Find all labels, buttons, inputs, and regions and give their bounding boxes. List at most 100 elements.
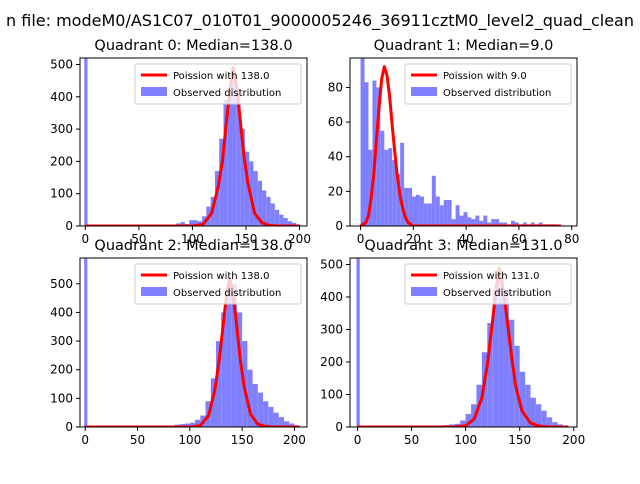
panel-quadrant-1: 0 20 40 60 80 0 20 40 60 80 Quadrant 1: Median=9.0… <box>328 38 580 246</box>
histogram-bar <box>498 274 504 427</box>
histogram-bar <box>525 384 531 427</box>
x-tick-label: 150 <box>508 433 531 447</box>
histogram-bar <box>278 416 284 427</box>
y-tick-label: 400 <box>320 290 343 304</box>
histogram-bar <box>388 148 393 226</box>
histogram-bar <box>487 222 492 226</box>
histogram-bar <box>268 406 274 427</box>
histogram-bar <box>214 171 220 226</box>
histogram-bar <box>511 220 515 226</box>
x-tick-label: 50 <box>130 433 145 447</box>
histogram-bar <box>503 290 509 427</box>
histogram-bar <box>503 222 508 226</box>
histogram-bar <box>465 414 472 427</box>
histogram-bar <box>223 100 228 226</box>
histogram-bar <box>423 203 428 226</box>
figure-suptitle: n file: modeM0/AS1C07_010T01_9000005246_… <box>6 11 634 31</box>
legend: Poission with 138.0 Observed distribution <box>134 263 302 305</box>
x-tick-label: 200 <box>562 433 585 447</box>
y-tick-label: 60 <box>328 115 343 129</box>
legend-curve-label: Poission with 138.0 <box>173 71 269 82</box>
legend-box <box>404 263 572 305</box>
histogram-bar <box>495 219 500 226</box>
histogram-bar <box>257 180 263 226</box>
histogram-bar <box>221 312 227 427</box>
histogram-bar <box>210 378 216 427</box>
histogram-bar <box>471 404 477 427</box>
y-tick-label: 300 <box>50 334 73 348</box>
histogram-bar <box>232 74 237 226</box>
y-tick-label: 500 <box>50 277 73 291</box>
x-tick-label: 80 <box>564 232 579 246</box>
histogram-bar <box>247 369 253 427</box>
histogram-bar <box>195 419 201 427</box>
histogram-bar <box>460 420 466 427</box>
x-tick-label: 60 <box>511 232 526 246</box>
histogram-bar <box>262 190 267 226</box>
axes-frame <box>79 57 308 227</box>
legend-hist-label: Observed distribution <box>173 288 281 299</box>
legend-curve-label: Poission with 138.0 <box>173 271 269 282</box>
y-tick-label: 0 <box>65 420 73 434</box>
histogram-bar <box>240 129 245 226</box>
histogram-bar <box>219 138 224 226</box>
histogram-bar <box>231 283 237 427</box>
histogram-bar <box>189 422 196 427</box>
histogram-bar <box>435 196 440 226</box>
x-tick-label: 200 <box>288 232 311 246</box>
x-tick-label: 100 <box>454 433 477 447</box>
y-tick-label: 500 <box>320 258 343 272</box>
histogram-bar <box>215 341 222 427</box>
y-tick-label: 0 <box>335 420 343 434</box>
histogram-bar <box>431 175 436 226</box>
histogram-bar <box>483 215 488 226</box>
y-tick-label: 80 <box>328 80 343 94</box>
y-tick-label: 200 <box>50 154 73 168</box>
histogram-bar <box>368 149 373 226</box>
histogram-bar <box>384 149 389 226</box>
histogram-bar <box>279 214 284 226</box>
histogram-bar <box>380 130 385 226</box>
panel-quadrant-0: 0 50 100 150 200 0 100 200 300 400 500 Quadrant 0: … <box>50 38 311 246</box>
axes-frame <box>79 257 308 428</box>
legend-hist-label: Observed distribution <box>443 288 551 299</box>
legend-curve-label: Poission with 9.0 <box>443 71 527 82</box>
histogram-bar <box>552 422 558 427</box>
histogram-bar <box>289 423 295 427</box>
legend-box <box>134 63 302 105</box>
histogram-bar <box>236 312 243 427</box>
y-tick-label: 400 <box>50 305 73 319</box>
histogram-bar <box>538 222 543 226</box>
y-tick-label: 100 <box>50 391 73 405</box>
histogram-bar <box>415 194 420 226</box>
legend: Poission with 138.0 Observed distribution <box>134 63 302 105</box>
histogram-bar <box>392 160 397 226</box>
histogram-bar <box>439 205 444 226</box>
y-tick-label: 100 <box>50 187 73 201</box>
histogram-bar <box>412 196 416 226</box>
histogram-bar <box>292 222 297 226</box>
histogram-bar <box>84 58 88 226</box>
histogram-bar <box>408 187 413 226</box>
histogram-bar <box>287 221 293 226</box>
y-tick-label: 0 <box>65 219 73 233</box>
x-tick-label: 150 <box>235 232 258 246</box>
histogram-bar <box>535 404 542 427</box>
histogram-bar <box>455 205 460 226</box>
y-tick-label: 40 <box>328 150 343 164</box>
histogram-bar <box>364 82 369 226</box>
histogram-bar <box>274 209 280 226</box>
histogram-bar <box>546 417 553 427</box>
histogram-bar <box>419 196 424 226</box>
panel-title: Quadrant 1: Median=9.0 <box>374 38 554 54</box>
legend-hist-label: Observed distribution <box>443 88 551 99</box>
panel-title: Quadrant 2: Median=138.0 <box>94 238 292 254</box>
y-tick-label: 200 <box>320 355 343 369</box>
histogram-bar <box>360 58 365 226</box>
legend-hist-label: Observed distribution <box>173 88 281 99</box>
histogram-bar <box>508 319 515 427</box>
histogram-bar <box>499 222 504 226</box>
x-tick-label: 20 <box>406 232 421 246</box>
x-tick-label: 0 <box>82 232 90 246</box>
